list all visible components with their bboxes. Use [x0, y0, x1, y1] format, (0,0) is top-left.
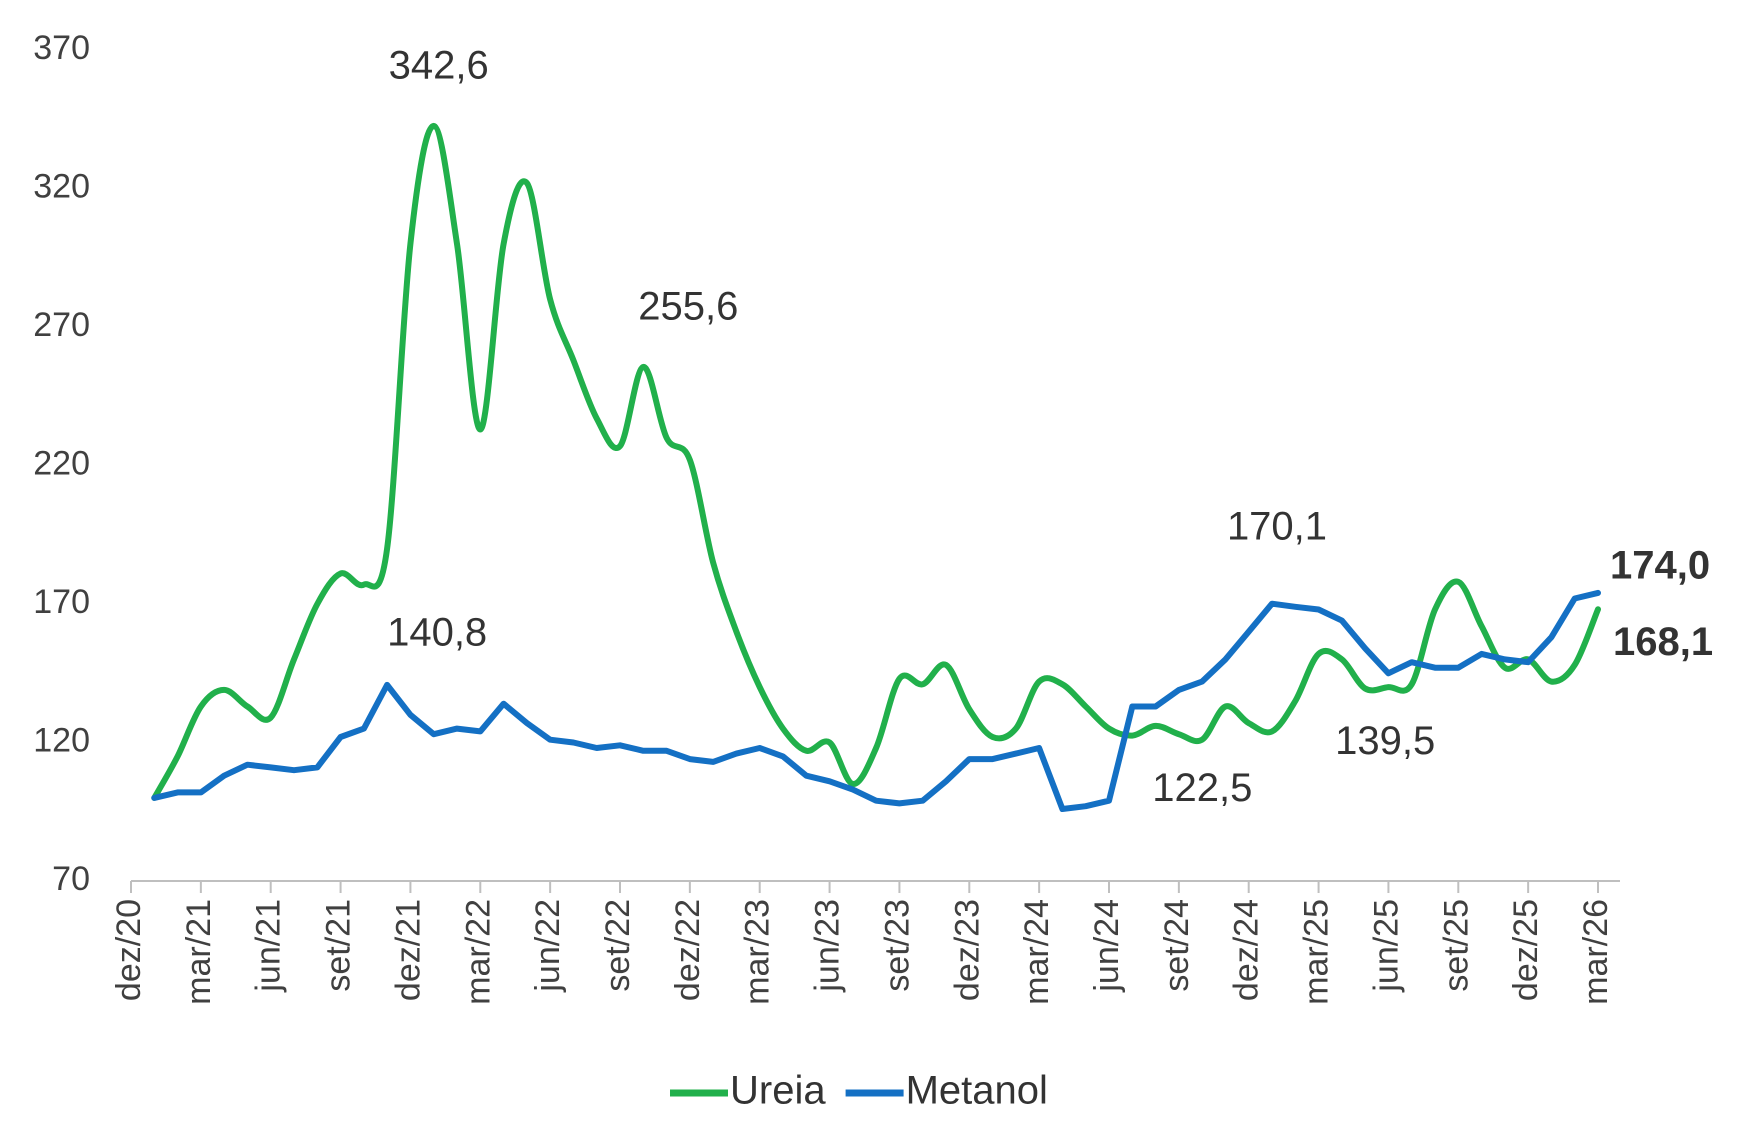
- x-tick-label: mar/22: [459, 899, 497, 1005]
- data-label: 170,1: [1227, 504, 1327, 548]
- x-tick-label: set/21: [320, 899, 358, 992]
- x-tick-label: dez/24: [1228, 899, 1266, 1001]
- x-tick-label: dez/22: [669, 899, 707, 1001]
- x-tick-label: dez/25: [1507, 899, 1545, 1001]
- x-tick-label: set/25: [1437, 899, 1475, 992]
- y-tick-label: 220: [33, 444, 90, 482]
- y-tick-label: 320: [33, 167, 90, 205]
- x-tick-label: mar/24: [1018, 899, 1056, 1005]
- data-label: 342,6: [389, 43, 489, 87]
- x-tick-label: jun/23: [809, 899, 847, 993]
- data-label: 139,5: [1335, 719, 1435, 763]
- x-tick-label: mar/21: [180, 899, 218, 1005]
- x-tick-label: dez/23: [948, 899, 986, 1001]
- series-line: [151, 122, 1601, 801]
- x-tick-label: set/22: [599, 899, 637, 992]
- data-label: 174,0: [1610, 543, 1710, 587]
- x-tick-label: set/23: [878, 899, 916, 992]
- y-tick-label: 170: [33, 583, 90, 621]
- x-tick-label: jun/21: [250, 899, 288, 993]
- y-tick-label: 70: [52, 860, 90, 898]
- x-tick-label: jun/24: [1088, 899, 1126, 993]
- x-tick-label: mar/25: [1298, 899, 1336, 1005]
- data-label: 122,5: [1152, 766, 1252, 810]
- x-tick-label: mar/23: [739, 899, 777, 1005]
- legend-label: Metanol: [906, 1069, 1048, 1113]
- x-tick-label: jun/22: [529, 899, 567, 993]
- x-tick-label: dez/20: [110, 899, 148, 1001]
- y-tick-label: 370: [33, 29, 90, 67]
- x-tick-label: dez/21: [389, 899, 427, 1001]
- y-tick-label: 270: [33, 306, 90, 344]
- series-line: [151, 589, 1601, 812]
- data-label: 255,6: [638, 284, 738, 328]
- y-tick-label: 120: [33, 721, 90, 759]
- legend-label: Ureia: [730, 1069, 826, 1113]
- x-tick-label: set/24: [1158, 899, 1196, 992]
- x-tick-label: mar/26: [1577, 899, 1615, 1005]
- x-tick-label: jun/25: [1367, 899, 1405, 993]
- data-label: 168,1: [1613, 620, 1713, 664]
- data-label: 140,8: [387, 610, 487, 654]
